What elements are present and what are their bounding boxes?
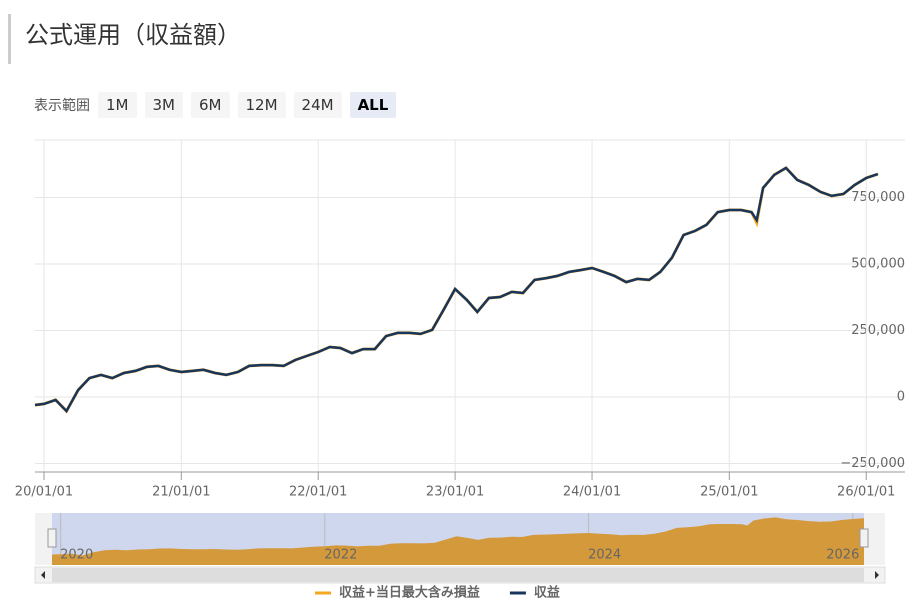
x-tick-label: 22/01/01 <box>289 485 347 500</box>
navigator-label: 2026 <box>826 548 859 563</box>
y-tick-label: 0 <box>897 389 905 404</box>
navigator-area <box>52 517 864 565</box>
navigator-handle <box>47 528 57 548</box>
navigator-label: 2020 <box>60 548 93 563</box>
y-tick-label: 250,000 <box>851 323 905 338</box>
range-selector: 表示範囲 1M 3M 6M 12M 24M ALL <box>34 92 404 118</box>
scroll-right <box>875 571 879 579</box>
range-button[interactable]: ALL <box>349 92 397 118</box>
x-tick-label: 23/01/01 <box>426 485 484 500</box>
range-label: 表示範囲 <box>34 98 90 114</box>
y-tick-label: 500,000 <box>851 256 905 271</box>
range-button[interactable]: 24M <box>293 92 342 118</box>
range-button[interactable]: 6M <box>191 92 230 118</box>
x-tick-label: 24/01/01 <box>563 485 621 500</box>
series-line <box>34 166 879 414</box>
scrollbar-thumb[interactable] <box>52 568 864 582</box>
range-button[interactable]: 12M <box>237 92 286 118</box>
x-tick-label: 21/01/01 <box>152 485 210 500</box>
legend-label: 収益+当日最大含み損益 <box>339 585 480 601</box>
legend-label: 収益 <box>534 585 560 601</box>
navigator-label: 2022 <box>324 548 357 563</box>
navigator-label: 2024 <box>588 548 621 563</box>
navigator-handle <box>859 528 869 548</box>
x-tick-label: 20/01/01 <box>15 485 73 500</box>
range-button[interactable]: 1M <box>98 92 137 118</box>
scroll-left <box>41 571 45 579</box>
x-tick-label: 25/01/01 <box>700 485 758 500</box>
y-tick-label: −250,000 <box>840 456 905 471</box>
x-tick-label: 26/01/01 <box>837 485 895 500</box>
y-tick-label: 750,000 <box>851 190 905 205</box>
page-title: 公式運用（収益額） <box>8 14 241 64</box>
range-button[interactable]: 3M <box>144 92 183 118</box>
